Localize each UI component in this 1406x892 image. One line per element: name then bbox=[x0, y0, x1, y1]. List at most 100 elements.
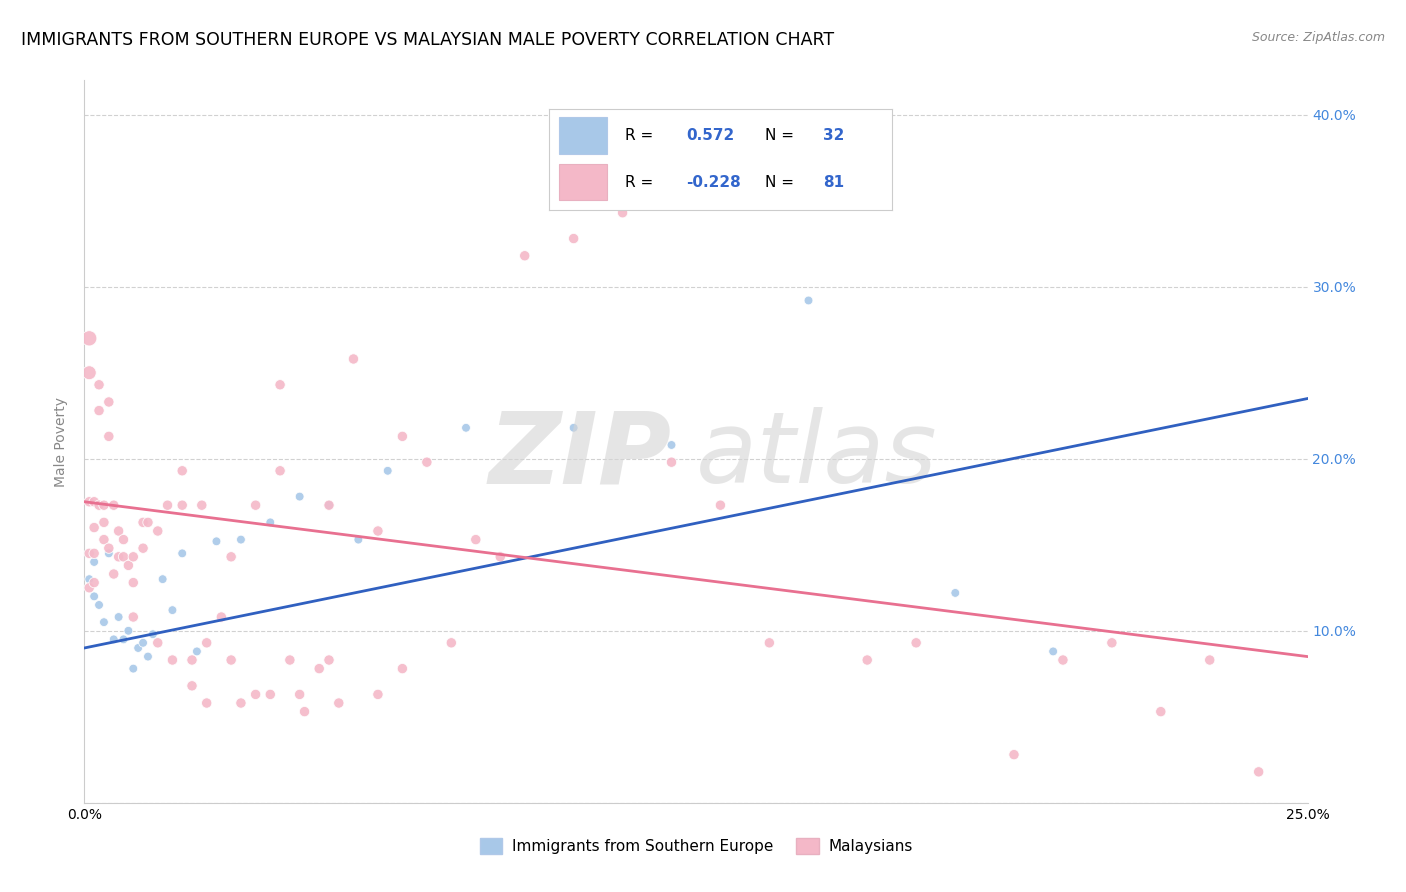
Point bbox=[464, 533, 486, 547]
Point bbox=[107, 549, 129, 564]
Point bbox=[661, 438, 683, 452]
Point bbox=[195, 636, 218, 650]
Point bbox=[661, 455, 683, 469]
Point bbox=[856, 653, 879, 667]
Point bbox=[709, 498, 731, 512]
Point bbox=[112, 533, 135, 547]
Point bbox=[112, 632, 135, 647]
Point bbox=[93, 615, 115, 630]
Point bbox=[83, 555, 105, 569]
Point bbox=[83, 494, 105, 508]
Point bbox=[117, 624, 139, 638]
Point bbox=[209, 610, 232, 624]
Point bbox=[367, 524, 389, 538]
Point bbox=[127, 640, 149, 655]
Point bbox=[77, 572, 100, 586]
Legend: Immigrants from Southern Europe, Malaysians: Immigrants from Southern Europe, Malaysi… bbox=[474, 832, 918, 860]
Point bbox=[142, 627, 165, 641]
Y-axis label: Male Poverty: Male Poverty bbox=[55, 397, 69, 486]
Point bbox=[269, 464, 291, 478]
Point bbox=[377, 464, 399, 478]
Point bbox=[269, 377, 291, 392]
Point bbox=[259, 687, 281, 701]
Point bbox=[132, 516, 155, 530]
Point bbox=[1042, 644, 1064, 658]
Point bbox=[97, 546, 120, 560]
Point bbox=[308, 662, 330, 676]
Point bbox=[219, 549, 242, 564]
Point bbox=[191, 498, 214, 512]
Text: Source: ZipAtlas.com: Source: ZipAtlas.com bbox=[1251, 31, 1385, 45]
Point bbox=[162, 653, 184, 667]
Point bbox=[342, 351, 364, 366]
Point bbox=[318, 498, 340, 512]
Point bbox=[181, 679, 204, 693]
Point bbox=[122, 610, 145, 624]
Point bbox=[87, 377, 110, 392]
Point bbox=[107, 524, 129, 538]
Point bbox=[219, 653, 242, 667]
Point bbox=[77, 581, 100, 595]
Point bbox=[77, 494, 100, 508]
Point bbox=[93, 516, 115, 530]
Point bbox=[87, 598, 110, 612]
Point bbox=[612, 205, 634, 219]
Point bbox=[83, 520, 105, 534]
Point bbox=[245, 687, 267, 701]
Point bbox=[132, 541, 155, 556]
Point bbox=[1052, 653, 1074, 667]
Point bbox=[318, 653, 340, 667]
Point bbox=[1150, 705, 1173, 719]
Text: ZIP: ZIP bbox=[488, 408, 672, 505]
Point bbox=[489, 549, 512, 564]
Point bbox=[562, 421, 585, 435]
Point bbox=[195, 696, 218, 710]
Point bbox=[97, 395, 120, 409]
Point bbox=[391, 429, 413, 443]
Point bbox=[97, 541, 120, 556]
Point bbox=[1101, 636, 1123, 650]
Point bbox=[83, 575, 105, 590]
Point bbox=[93, 533, 115, 547]
Point bbox=[146, 636, 169, 650]
Point bbox=[97, 429, 120, 443]
Point bbox=[181, 653, 204, 667]
Point bbox=[186, 644, 208, 658]
Point bbox=[172, 464, 194, 478]
Point bbox=[107, 610, 129, 624]
Point bbox=[77, 366, 100, 380]
Point bbox=[205, 534, 228, 549]
Point bbox=[136, 516, 159, 530]
Point bbox=[328, 696, 350, 710]
Point bbox=[1198, 653, 1220, 667]
Point bbox=[83, 546, 105, 560]
Point bbox=[77, 546, 100, 560]
Point bbox=[294, 705, 316, 719]
Point bbox=[288, 490, 311, 504]
Point bbox=[758, 636, 780, 650]
Point bbox=[229, 533, 252, 547]
Point bbox=[152, 572, 174, 586]
Point bbox=[172, 498, 194, 512]
Point bbox=[259, 516, 281, 530]
Point bbox=[77, 331, 100, 345]
Point bbox=[93, 498, 115, 512]
Point bbox=[122, 549, 145, 564]
Point bbox=[416, 455, 439, 469]
Point bbox=[87, 498, 110, 512]
Point bbox=[229, 696, 252, 710]
Point bbox=[367, 687, 389, 701]
Point bbox=[278, 653, 301, 667]
Text: atlas: atlas bbox=[696, 408, 938, 505]
Point bbox=[943, 586, 966, 600]
Point bbox=[318, 498, 340, 512]
Point bbox=[87, 403, 110, 417]
Point bbox=[136, 649, 159, 664]
Point bbox=[1002, 747, 1025, 762]
Point bbox=[112, 549, 135, 564]
Point bbox=[103, 567, 125, 582]
Point bbox=[391, 662, 413, 676]
Point bbox=[83, 590, 105, 604]
Point bbox=[245, 498, 267, 512]
Text: IMMIGRANTS FROM SOUTHERN EUROPE VS MALAYSIAN MALE POVERTY CORRELATION CHART: IMMIGRANTS FROM SOUTHERN EUROPE VS MALAY… bbox=[21, 31, 834, 49]
